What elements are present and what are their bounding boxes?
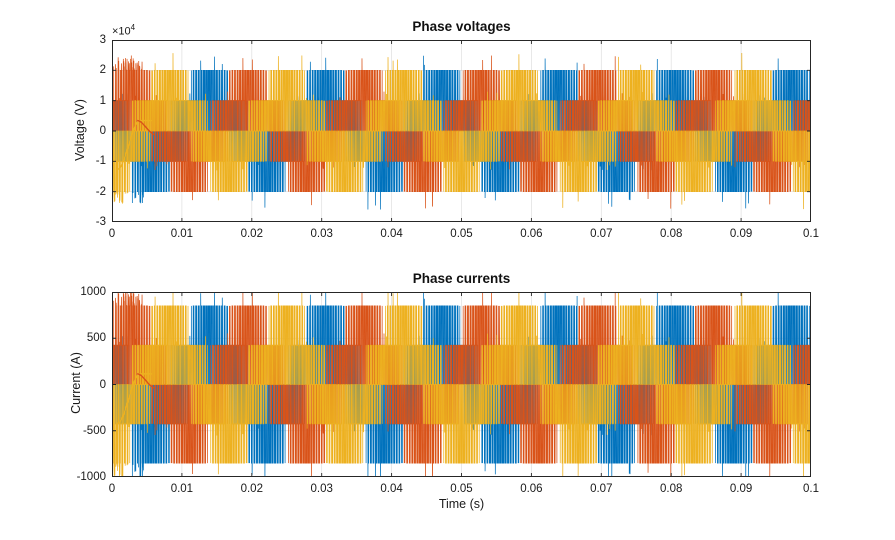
voltage-x-tick-label: 0.05 — [450, 228, 473, 240]
current-x-tick-label: 0 — [108, 483, 116, 495]
current-x-tick-label: 0.05 — [450, 483, 473, 495]
voltage-y-tick-label: 2 — [99, 64, 106, 77]
current-x-tick-label: 0.06 — [520, 483, 543, 495]
voltage-x-tick-label: 0.07 — [590, 228, 613, 240]
voltage-plot-canvas — [112, 40, 811, 222]
current-y-tick-label: 0 — [99, 378, 106, 391]
voltage-x-tick-label: 0 — [108, 228, 116, 240]
voltage-x-tick-label: 0.03 — [310, 228, 333, 240]
current-x-tick-label: 0.04 — [380, 483, 403, 495]
voltage-y-tick-label: -3 — [95, 216, 106, 228]
voltage-y-tick-label: -1 — [95, 155, 106, 168]
time-axis-label: Time (s) — [438, 497, 485, 511]
voltage-x-tick-label: 0.01 — [170, 228, 194, 240]
voltage-x-tick-label: 0.09 — [729, 228, 753, 240]
voltage-y-exponent-base: ×10 — [112, 25, 131, 38]
current-y-tick-label: 1000 — [80, 286, 106, 298]
current-x-tick-label: 0.07 — [590, 483, 613, 495]
current-plot-title: Phase currents — [412, 271, 511, 286]
voltage-y-tick-label: 1 — [99, 94, 106, 107]
voltage-y-tick-label: 3 — [99, 34, 106, 46]
voltage-y-exponent-power: 4 — [130, 23, 136, 32]
voltage-x-tick-label: 0.1 — [803, 228, 819, 240]
voltage-y-tick-label: 0 — [99, 125, 106, 137]
current-x-tick-label: 0.08 — [659, 483, 683, 495]
voltage-plot-title: Phase voltages — [412, 19, 511, 34]
voltage-x-tick-label: 0.02 — [240, 228, 263, 240]
voltage-x-tick-label: 0.06 — [520, 228, 543, 240]
current-x-tick-label: 0.1 — [803, 483, 819, 495]
current-plot-canvas — [112, 292, 811, 477]
voltage-y-exponent: ×104 — [112, 23, 135, 38]
voltage-x-tick-label: 0.08 — [659, 228, 683, 240]
current-x-tick-label: 0.02 — [240, 483, 263, 495]
current-y-tick-label: -1000 — [76, 471, 106, 483]
voltage-y-tick-label: -2 — [95, 185, 106, 198]
current-y-tick-label: -500 — [82, 424, 106, 437]
current-y-tick-label: 500 — [86, 332, 106, 345]
current-x-tick-label: 0.03 — [310, 483, 333, 495]
voltage-x-tick-label: 0.04 — [380, 228, 403, 240]
current-x-tick-label: 0.01 — [170, 483, 194, 495]
current-x-tick-label: 0.09 — [729, 483, 753, 495]
